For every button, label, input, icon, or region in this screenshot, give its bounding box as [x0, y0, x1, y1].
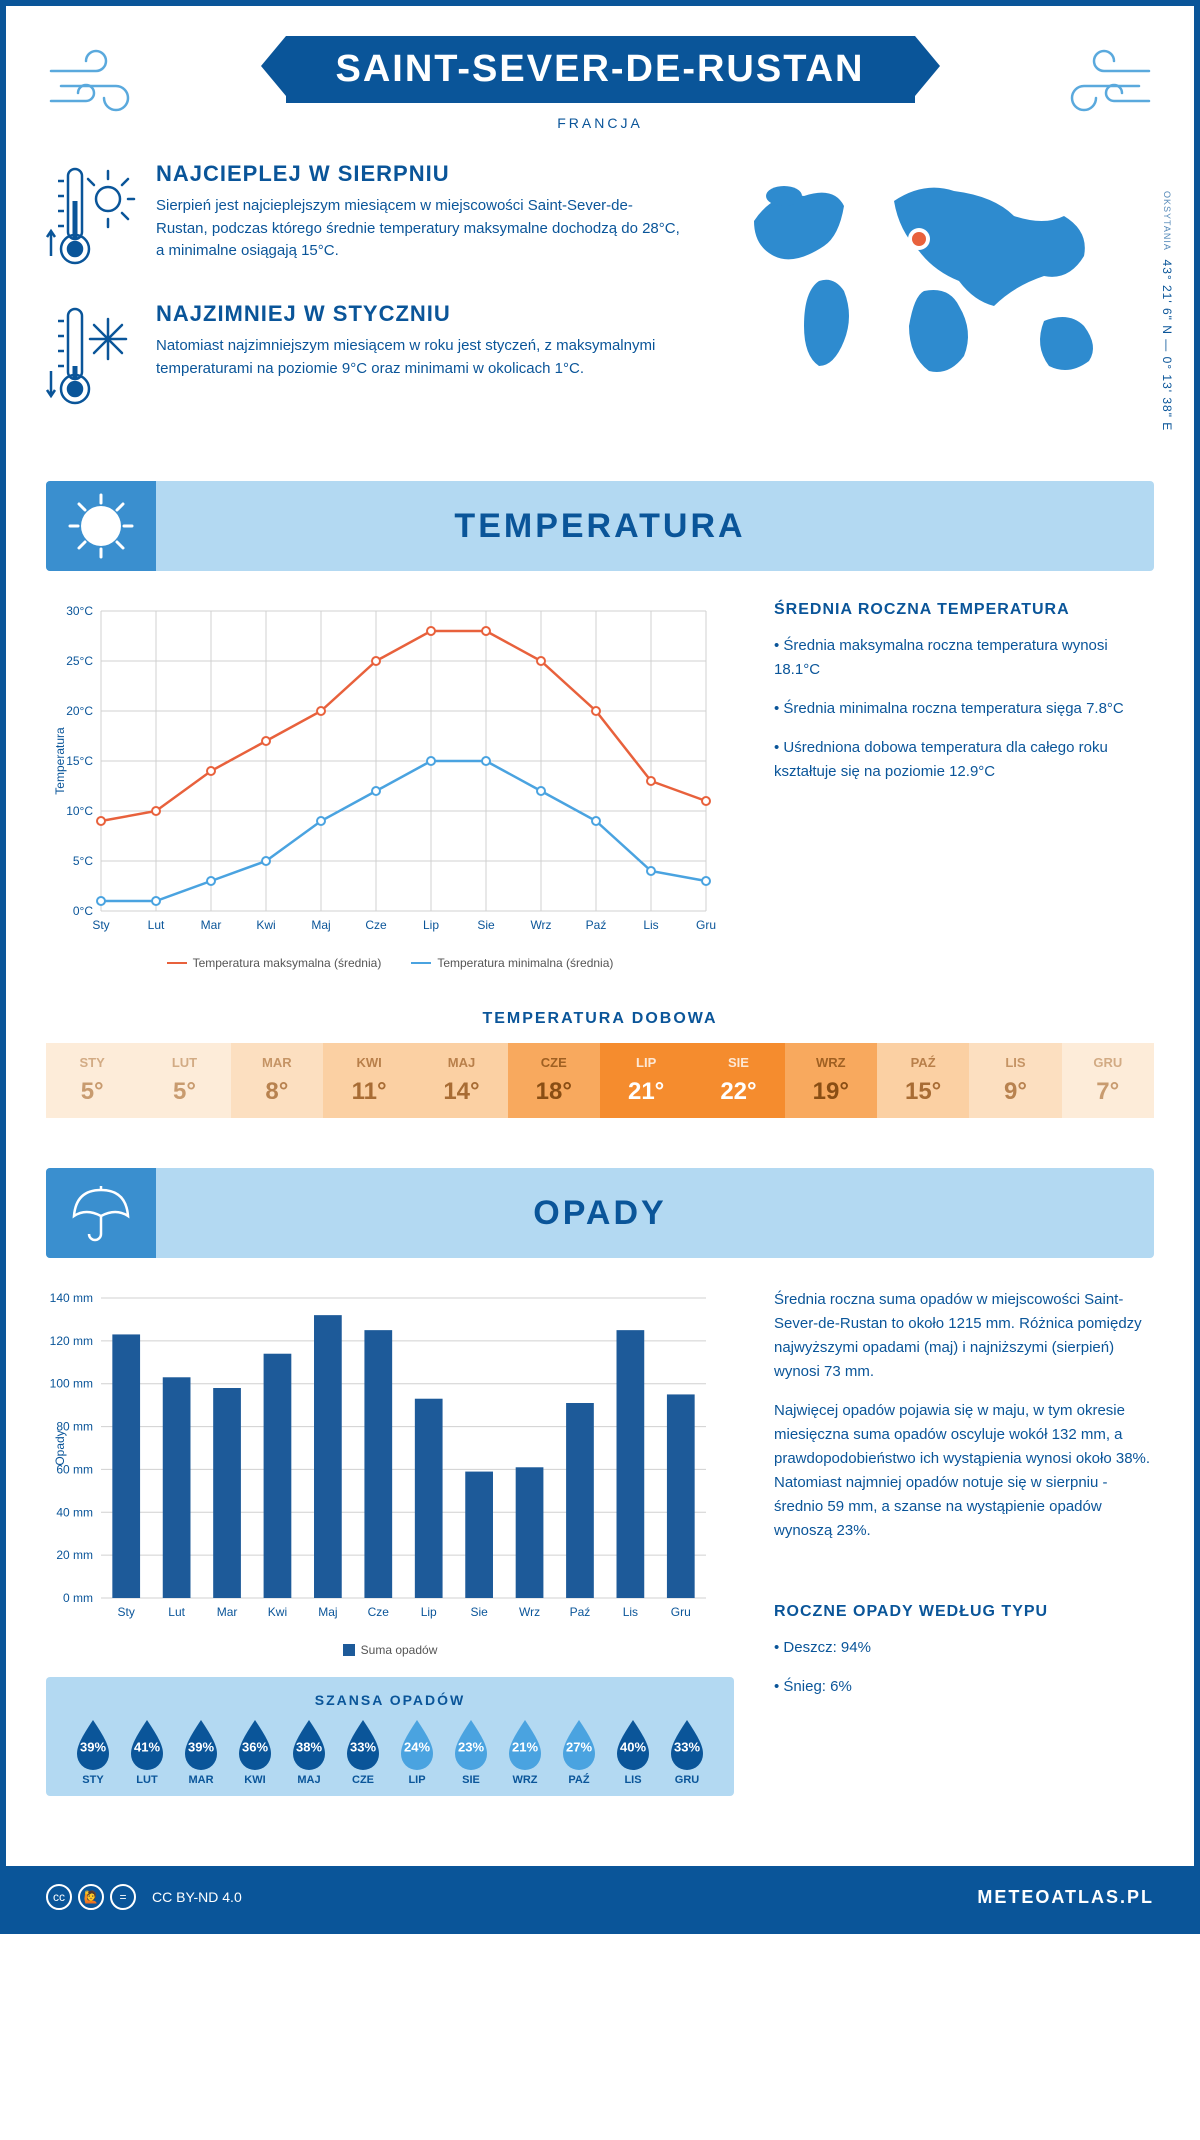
- svg-text:Kwi: Kwi: [268, 1605, 287, 1619]
- temperature-line-chart: 0°C 5°C 10°C 15°C 20°C 25°C 30°C Sty Lut Mar Kwi Ma…: [46, 601, 726, 941]
- svg-text:Temperatura: Temperatura: [53, 727, 67, 795]
- hot-title: NAJCIEPLEJ W SIERPNIU: [156, 161, 684, 187]
- svg-text:Kwi: Kwi: [256, 918, 275, 932]
- svg-text:Mar: Mar: [201, 918, 222, 932]
- world-map: OKSYTANIA 43° 21' 6" N — 0° 13' 38" E: [724, 161, 1154, 441]
- svg-text:5°C: 5°C: [73, 854, 93, 868]
- footer-brand: METEOATLAS.PL: [977, 1887, 1154, 1908]
- rain-summary: Średnia roczna suma opadów w miejscowośc…: [774, 1288, 1154, 1796]
- svg-text:120 mm: 120 mm: [50, 1334, 93, 1348]
- nd-icon: =: [110, 1884, 136, 1910]
- svg-text:Lis: Lis: [623, 1605, 638, 1619]
- svg-text:Paź: Paź: [586, 918, 607, 932]
- svg-text:140 mm: 140 mm: [50, 1291, 93, 1305]
- cold-body: Natomiast najzimniejszym miesiącem w rok…: [156, 335, 684, 380]
- sun-icon: [46, 481, 156, 571]
- svg-text:Wrz: Wrz: [519, 1605, 540, 1619]
- svg-text:Lis: Lis: [643, 918, 658, 932]
- svg-text:10°C: 10°C: [66, 804, 93, 818]
- svg-text:Lut: Lut: [148, 918, 165, 932]
- section-title: OPADY: [533, 1194, 666, 1233]
- cold-block: NAJZIMNIEJ W STYCZNIU Natomiast najzimni…: [46, 301, 684, 416]
- thermometer-hot-icon: [46, 161, 136, 276]
- svg-text:Gru: Gru: [671, 1605, 691, 1619]
- svg-text:Lut: Lut: [168, 1605, 185, 1619]
- page-subtitle: FRANCJA: [46, 115, 1154, 131]
- umbrella-icon: [46, 1168, 156, 1258]
- daily-temp-table: STY5°LUT5°MAR8°KWI11°MAJ14°CZE18°LIP21°S…: [46, 1043, 1154, 1118]
- section-temperature: TEMPERATURA: [46, 481, 1154, 571]
- svg-text:Opady: Opady: [53, 1430, 67, 1465]
- svg-text:Cze: Cze: [365, 918, 387, 932]
- cold-title: NAJZIMNIEJ W STYCZNIU: [156, 301, 684, 327]
- svg-text:Sie: Sie: [477, 918, 495, 932]
- section-rain: OPADY: [46, 1168, 1154, 1258]
- svg-text:Mar: Mar: [217, 1605, 238, 1619]
- svg-text:0 mm: 0 mm: [63, 1591, 93, 1605]
- svg-text:Gru: Gru: [696, 918, 716, 932]
- hot-block: NAJCIEPLEJ W SIERPNIU Sierpień jest najc…: [46, 161, 684, 276]
- cc-icon: cc: [46, 1884, 72, 1910]
- svg-text:Sty: Sty: [92, 918, 109, 932]
- temp-summary: ŚREDNIA ROCZNA TEMPERATURA • Średnia mak…: [774, 601, 1154, 970]
- footer: cc 🙋 = CC BY-ND 4.0 METEOATLAS.PL: [6, 1866, 1194, 1928]
- header: SAINT-SEVER-DE-RUSTAN FRANCJA: [46, 36, 1154, 131]
- thermometer-cold-icon: [46, 301, 136, 416]
- svg-text:25°C: 25°C: [66, 654, 93, 668]
- svg-text:20 mm: 20 mm: [56, 1548, 93, 1562]
- svg-text:20°C: 20°C: [66, 704, 93, 718]
- page-title: SAINT-SEVER-DE-RUSTAN: [286, 36, 915, 103]
- rain-bar-chart: 0 mm20 mm40 mm60 mm80 mm100 mm120 mm140 …: [46, 1288, 726, 1628]
- svg-text:Maj: Maj: [311, 918, 330, 932]
- svg-text:Cze: Cze: [368, 1605, 390, 1619]
- svg-text:Paź: Paź: [570, 1605, 591, 1619]
- svg-text:30°C: 30°C: [66, 604, 93, 618]
- svg-text:Sty: Sty: [118, 1605, 135, 1619]
- svg-text:Wrz: Wrz: [530, 918, 551, 932]
- svg-text:Lip: Lip: [421, 1605, 437, 1619]
- svg-text:15°C: 15°C: [66, 754, 93, 768]
- coordinates: OKSYTANIA 43° 21' 6" N — 0° 13' 38" E: [1160, 191, 1174, 431]
- svg-text:0°C: 0°C: [73, 904, 93, 918]
- section-title: TEMPERATURA: [454, 507, 745, 546]
- by-icon: 🙋: [78, 1884, 104, 1910]
- svg-text:100 mm: 100 mm: [50, 1377, 93, 1391]
- svg-text:40 mm: 40 mm: [56, 1505, 93, 1519]
- svg-text:Sie: Sie: [470, 1605, 488, 1619]
- rain-legend: Suma opadów: [46, 1643, 734, 1657]
- svg-text:Lip: Lip: [423, 918, 439, 932]
- license-icons: cc 🙋 = CC BY-ND 4.0: [46, 1884, 242, 1910]
- rain-chance-box: SZANSA OPADÓW 39%STY41%LUT39%MAR36%KWI38…: [46, 1677, 734, 1796]
- wind-icon: [46, 46, 136, 128]
- daily-temp-title: TEMPERATURA DOBOWA: [46, 1010, 1154, 1028]
- svg-text:Maj: Maj: [318, 1605, 337, 1619]
- temp-legend: Temperatura maksymalna (średnia) Tempera…: [46, 956, 734, 970]
- wind-icon: [1064, 46, 1154, 128]
- hot-body: Sierpień jest najcieplejszym miesiącem w…: [156, 195, 684, 263]
